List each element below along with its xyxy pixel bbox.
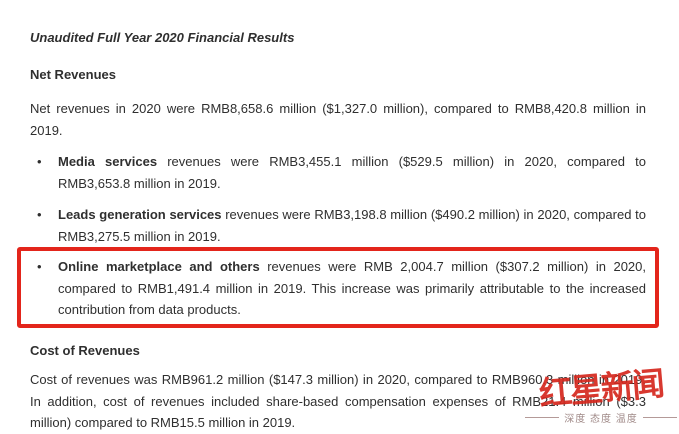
bullet-marker: • <box>37 259 42 274</box>
bullet-lead-bold: Media services <box>58 154 158 169</box>
bullet-text: Online marketplace and others revenues w… <box>58 256 646 321</box>
document-title: Unaudited Full Year 2020 Financial Resul… <box>30 30 295 45</box>
net-revenues-heading: Net Revenues <box>30 66 116 82</box>
bullet-rest: revenues were RMB 2,004.7 million ($307.… <box>58 259 646 317</box>
bullet-lead-bold: Leads generation services <box>58 207 222 222</box>
bullet-marker: • <box>37 154 42 169</box>
bullet-marker: • <box>37 207 42 222</box>
bullet-item-leads-generation: • Leads generation services revenues wer… <box>30 204 646 247</box>
cost-of-revenues-paragraph: Cost of revenues was RMB961.2 million ($… <box>30 372 646 430</box>
net-revenues-intro-paragraph: Net revenues in 2020 were RMB8,658.6 mil… <box>30 101 646 138</box>
bullet-text: Leads generation services revenues were … <box>58 204 646 247</box>
bullet-item-media-services: • Media services revenues were RMB3,455.… <box>30 151 646 194</box>
bullet-item-online-marketplace: • Online marketplace and others revenues… <box>30 256 646 321</box>
bullet-text: Media services revenues were RMB3,455.1 … <box>58 151 646 194</box>
red-highlight-annotation-box: • Online marketplace and others revenues… <box>17 247 659 328</box>
cost-of-revenues-heading: Cost of Revenues <box>30 342 140 358</box>
bullet-rest: revenues were RMB3,455.1 million ($529.5… <box>58 154 646 191</box>
bullet-rest: revenues were RMB3,198.8 million ($490.2… <box>58 207 646 244</box>
bullet-lead-bold: Online marketplace and others <box>58 259 260 274</box>
